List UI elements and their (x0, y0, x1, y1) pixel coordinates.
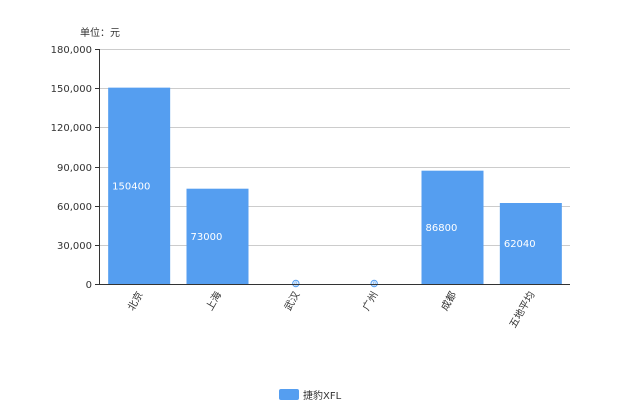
y-tick-label: 60,000 (57, 202, 92, 213)
y-tick-label: 30,000 (57, 241, 92, 252)
y-tick-label: 0 (86, 280, 92, 291)
x-tick-label: 成都 (439, 290, 459, 313)
legend-label: 捷豹XFL (303, 389, 342, 402)
zero-value-marker (370, 279, 378, 288)
x-tick-label: 五地平均 (506, 289, 537, 330)
y-tick-label: 90,000 (57, 163, 92, 174)
x-axis-ticks: 北京 上海 武汉 广州 成都 五地平均 (125, 289, 538, 330)
y-tick-label: 150,000 (51, 84, 92, 95)
unit-label: 单位：元 (80, 26, 120, 39)
bar-value-label: 150400 (112, 181, 150, 192)
bars: 15040073000008680062040 (108, 87, 562, 288)
bar[interactable] (108, 87, 171, 285)
bar-value-label: 62040 (504, 239, 536, 250)
y-tick-label: 120,000 (51, 123, 92, 134)
x-tick-label: 北京 (125, 289, 146, 313)
y-axis-ticks: 0 30,000 60,000 90,000 120,000 150,000 180,000 (51, 45, 100, 291)
bar[interactable] (421, 170, 484, 284)
bar-value-label: 86800 (426, 223, 458, 234)
y-tick-label: 180,000 (51, 45, 92, 56)
legend[interactable]: 捷豹XFL (279, 389, 342, 402)
gridlines (100, 49, 570, 246)
bar[interactable] (499, 203, 562, 284)
zero-value-marker (292, 279, 300, 288)
legend-swatch (279, 389, 299, 400)
x-tick-label: 武汉 (281, 289, 302, 313)
x-tick-label: 广州 (360, 290, 380, 313)
x-tick-label: 上海 (203, 289, 224, 313)
bar-value-label: 73000 (191, 232, 223, 243)
bar[interactable] (186, 188, 249, 284)
